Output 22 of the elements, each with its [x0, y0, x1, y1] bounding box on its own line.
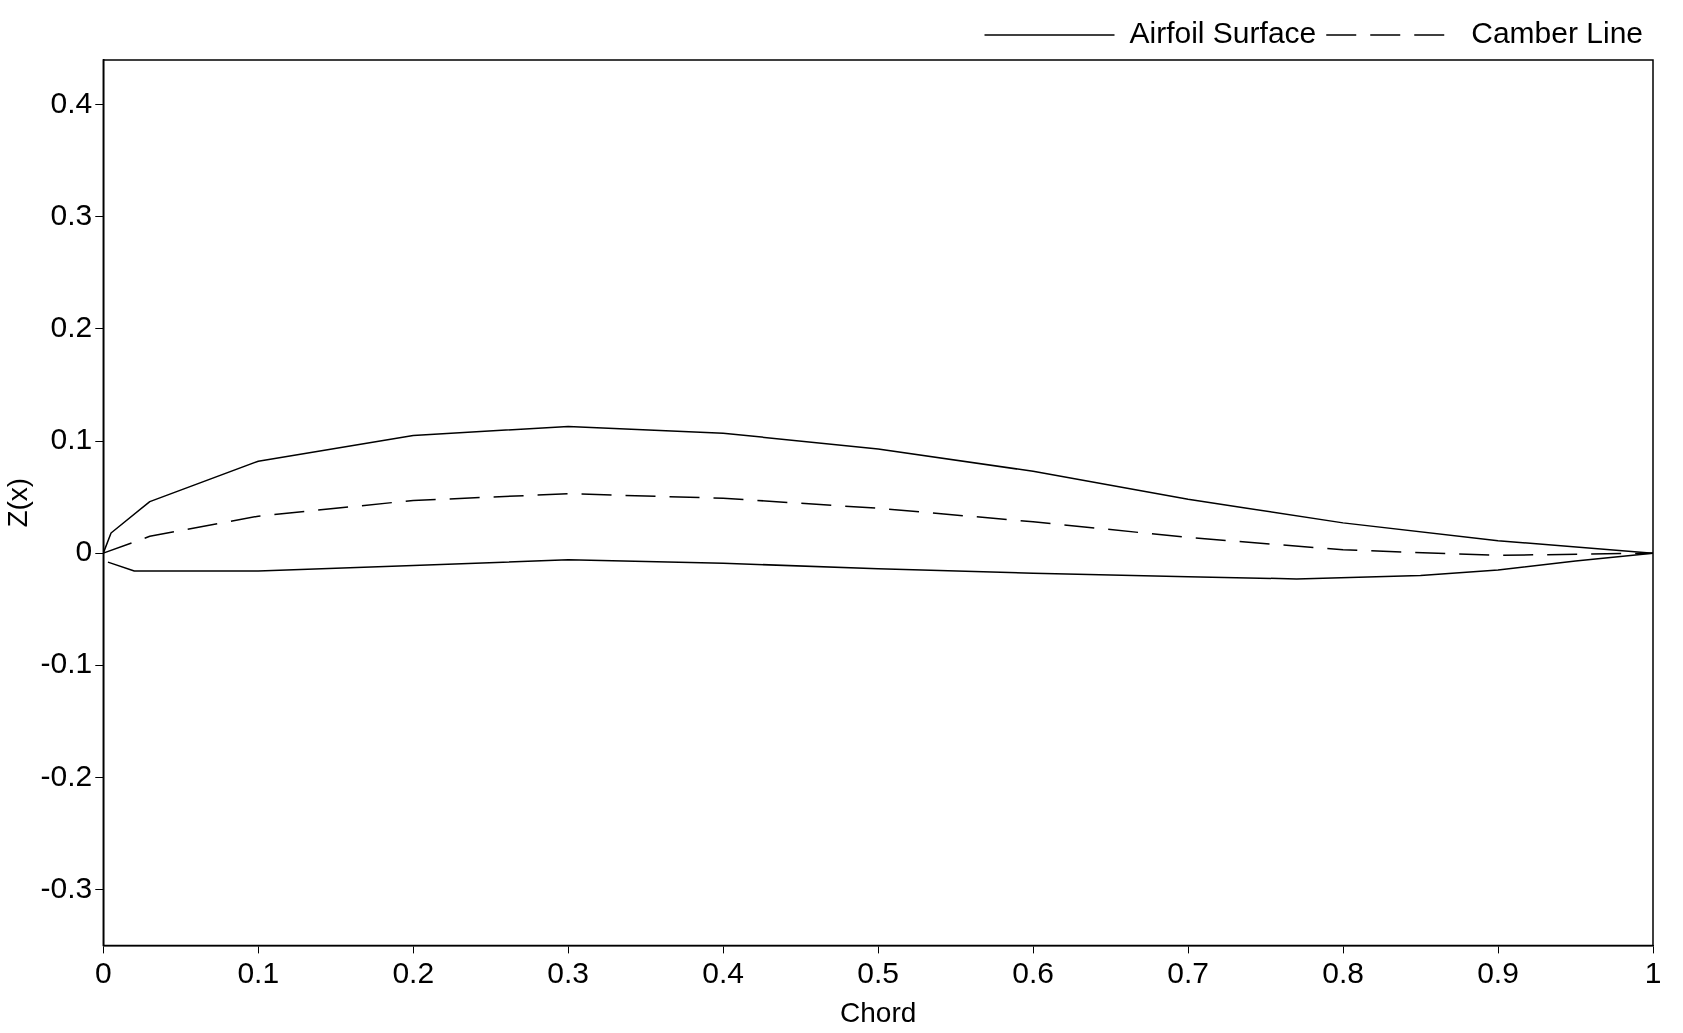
x-tick-label: 0.8	[1322, 955, 1364, 989]
x-tick-label: 0.2	[392, 955, 435, 989]
x-axis-title: Chord	[840, 996, 917, 1028]
y-tick-label: 0	[75, 534, 93, 568]
y-tick-label: -0.1	[40, 646, 93, 680]
x-tick-label: 0.5	[857, 955, 900, 989]
y-axis-title: Z(x)	[1, 477, 33, 528]
x-tick-label: 0.7	[1167, 955, 1209, 989]
y-tick-label: 0.1	[50, 422, 93, 456]
x-tick-label: 0.6	[1012, 955, 1054, 989]
y-tick-label: 0.3	[50, 198, 93, 232]
legend-label: Camber Line	[1471, 16, 1644, 50]
x-tick-label: 0.3	[547, 955, 590, 989]
y-tick-label: 0.2	[50, 310, 93, 344]
y-tick-label: -0.3	[40, 870, 93, 904]
x-tick-label: 0.4	[702, 955, 745, 989]
x-tick-label: 1	[1644, 955, 1662, 989]
x-tick-label: 0.9	[1477, 955, 1519, 989]
x-tick-label: 0.1	[237, 955, 280, 989]
legend-label: Airfoil Surface	[1129, 16, 1317, 50]
y-tick-label: -0.2	[40, 758, 93, 792]
y-tick-label: 0.4	[50, 86, 93, 120]
